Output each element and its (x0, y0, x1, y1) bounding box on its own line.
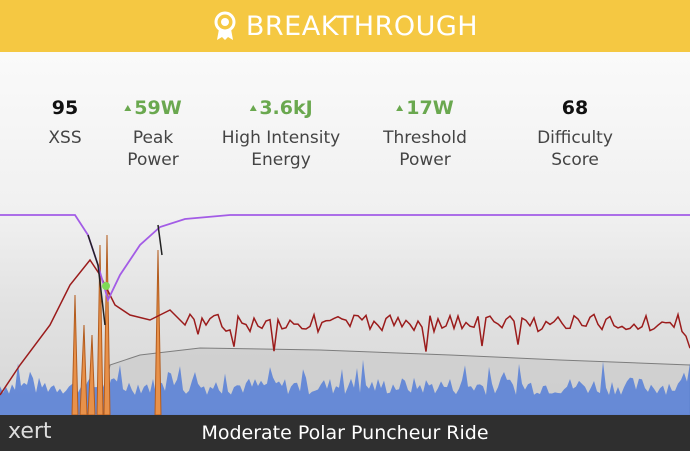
stat-value-row: 59W (124, 95, 182, 121)
stat: 17W Threshold Power (383, 95, 467, 171)
stat-label: Threshold Power (383, 128, 467, 170)
stat-value: 59W (134, 97, 182, 119)
ride-plot (0, 214, 690, 415)
stat-value-row: 17W (383, 95, 467, 121)
up-arrow (124, 105, 132, 111)
marker (102, 282, 110, 290)
stat-value: 68 (561, 97, 589, 119)
stat: 95 XSS (48, 95, 81, 149)
stat: 68 Difficulty Score (518, 95, 633, 171)
heart-line (0, 258, 690, 396)
stat-label: Peak Power (127, 128, 179, 170)
footer: xert Moderate Polar Puncheur Ride (0, 415, 690, 451)
header: BREAKTHROUGH (0, 0, 690, 52)
stat: 3.6kJ High Intensity Energy (222, 95, 340, 171)
stat-label: High Intensity Energy (221, 128, 341, 170)
header-title: BREAKTHROUGH (245, 10, 479, 42)
wbal-dark (87, 224, 163, 326)
stat: 59W Peak Power (124, 95, 182, 171)
orange-spikes (71, 234, 162, 415)
stat-label: XSS (48, 128, 82, 148)
wbal-line (0, 214, 690, 303)
stat-value: 3.6kJ (259, 97, 313, 119)
stat-value: 95 (51, 97, 79, 119)
ride-name: Moderate Polar Puncheur Ride (201, 422, 489, 444)
up-arrow (249, 105, 257, 111)
logo: xert (8, 419, 52, 444)
stat-value: 17W (406, 97, 454, 119)
stat-label: Difficulty Score (537, 128, 613, 170)
power-area (0, 359, 690, 415)
badge-icon (214, 11, 236, 40)
power-bars (0, 359, 690, 415)
stat-value-row: 3.6kJ (222, 95, 340, 121)
up-arrow (396, 105, 404, 111)
